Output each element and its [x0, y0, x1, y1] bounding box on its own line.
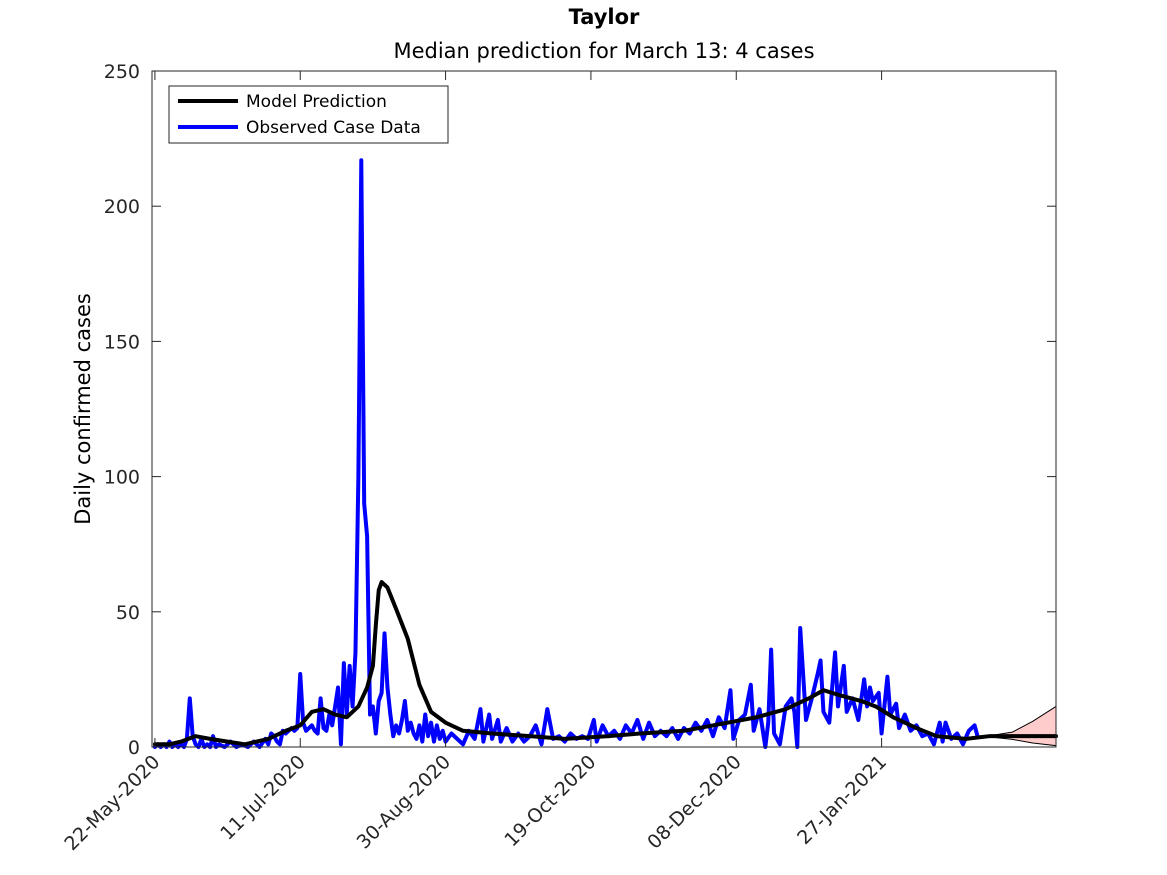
y-tick-label: 100 — [104, 467, 140, 489]
y-tick-label: 0 — [128, 737, 140, 759]
legend-box — [168, 85, 449, 144]
legend: Model Prediction Observed Case Data — [168, 85, 449, 144]
y-tick-label: 50 — [116, 602, 140, 624]
chart-title: Taylor — [569, 5, 640, 29]
chart-subtitle: Median prediction for March 13: 4 cases — [393, 39, 814, 63]
legend-label-observed-case-data: Observed Case Data — [246, 118, 421, 138]
plot-area — [151, 70, 1058, 749]
legend-label-model-prediction: Model Prediction — [246, 92, 387, 112]
series-layer — [152, 158, 1058, 749]
y-tick-label: 150 — [104, 331, 140, 353]
y-axis-label: Daily confirmed cases — [71, 293, 95, 525]
axes-frame — [151, 70, 1057, 748]
axes-background — [152, 71, 1056, 747]
y-tick-label: 250 — [104, 61, 140, 83]
y-tick-label: 200 — [104, 196, 140, 218]
y-axis-ticks: 0 50 100 150 200 250 — [104, 61, 1056, 759]
model-prediction-line — [152, 580, 1058, 747]
